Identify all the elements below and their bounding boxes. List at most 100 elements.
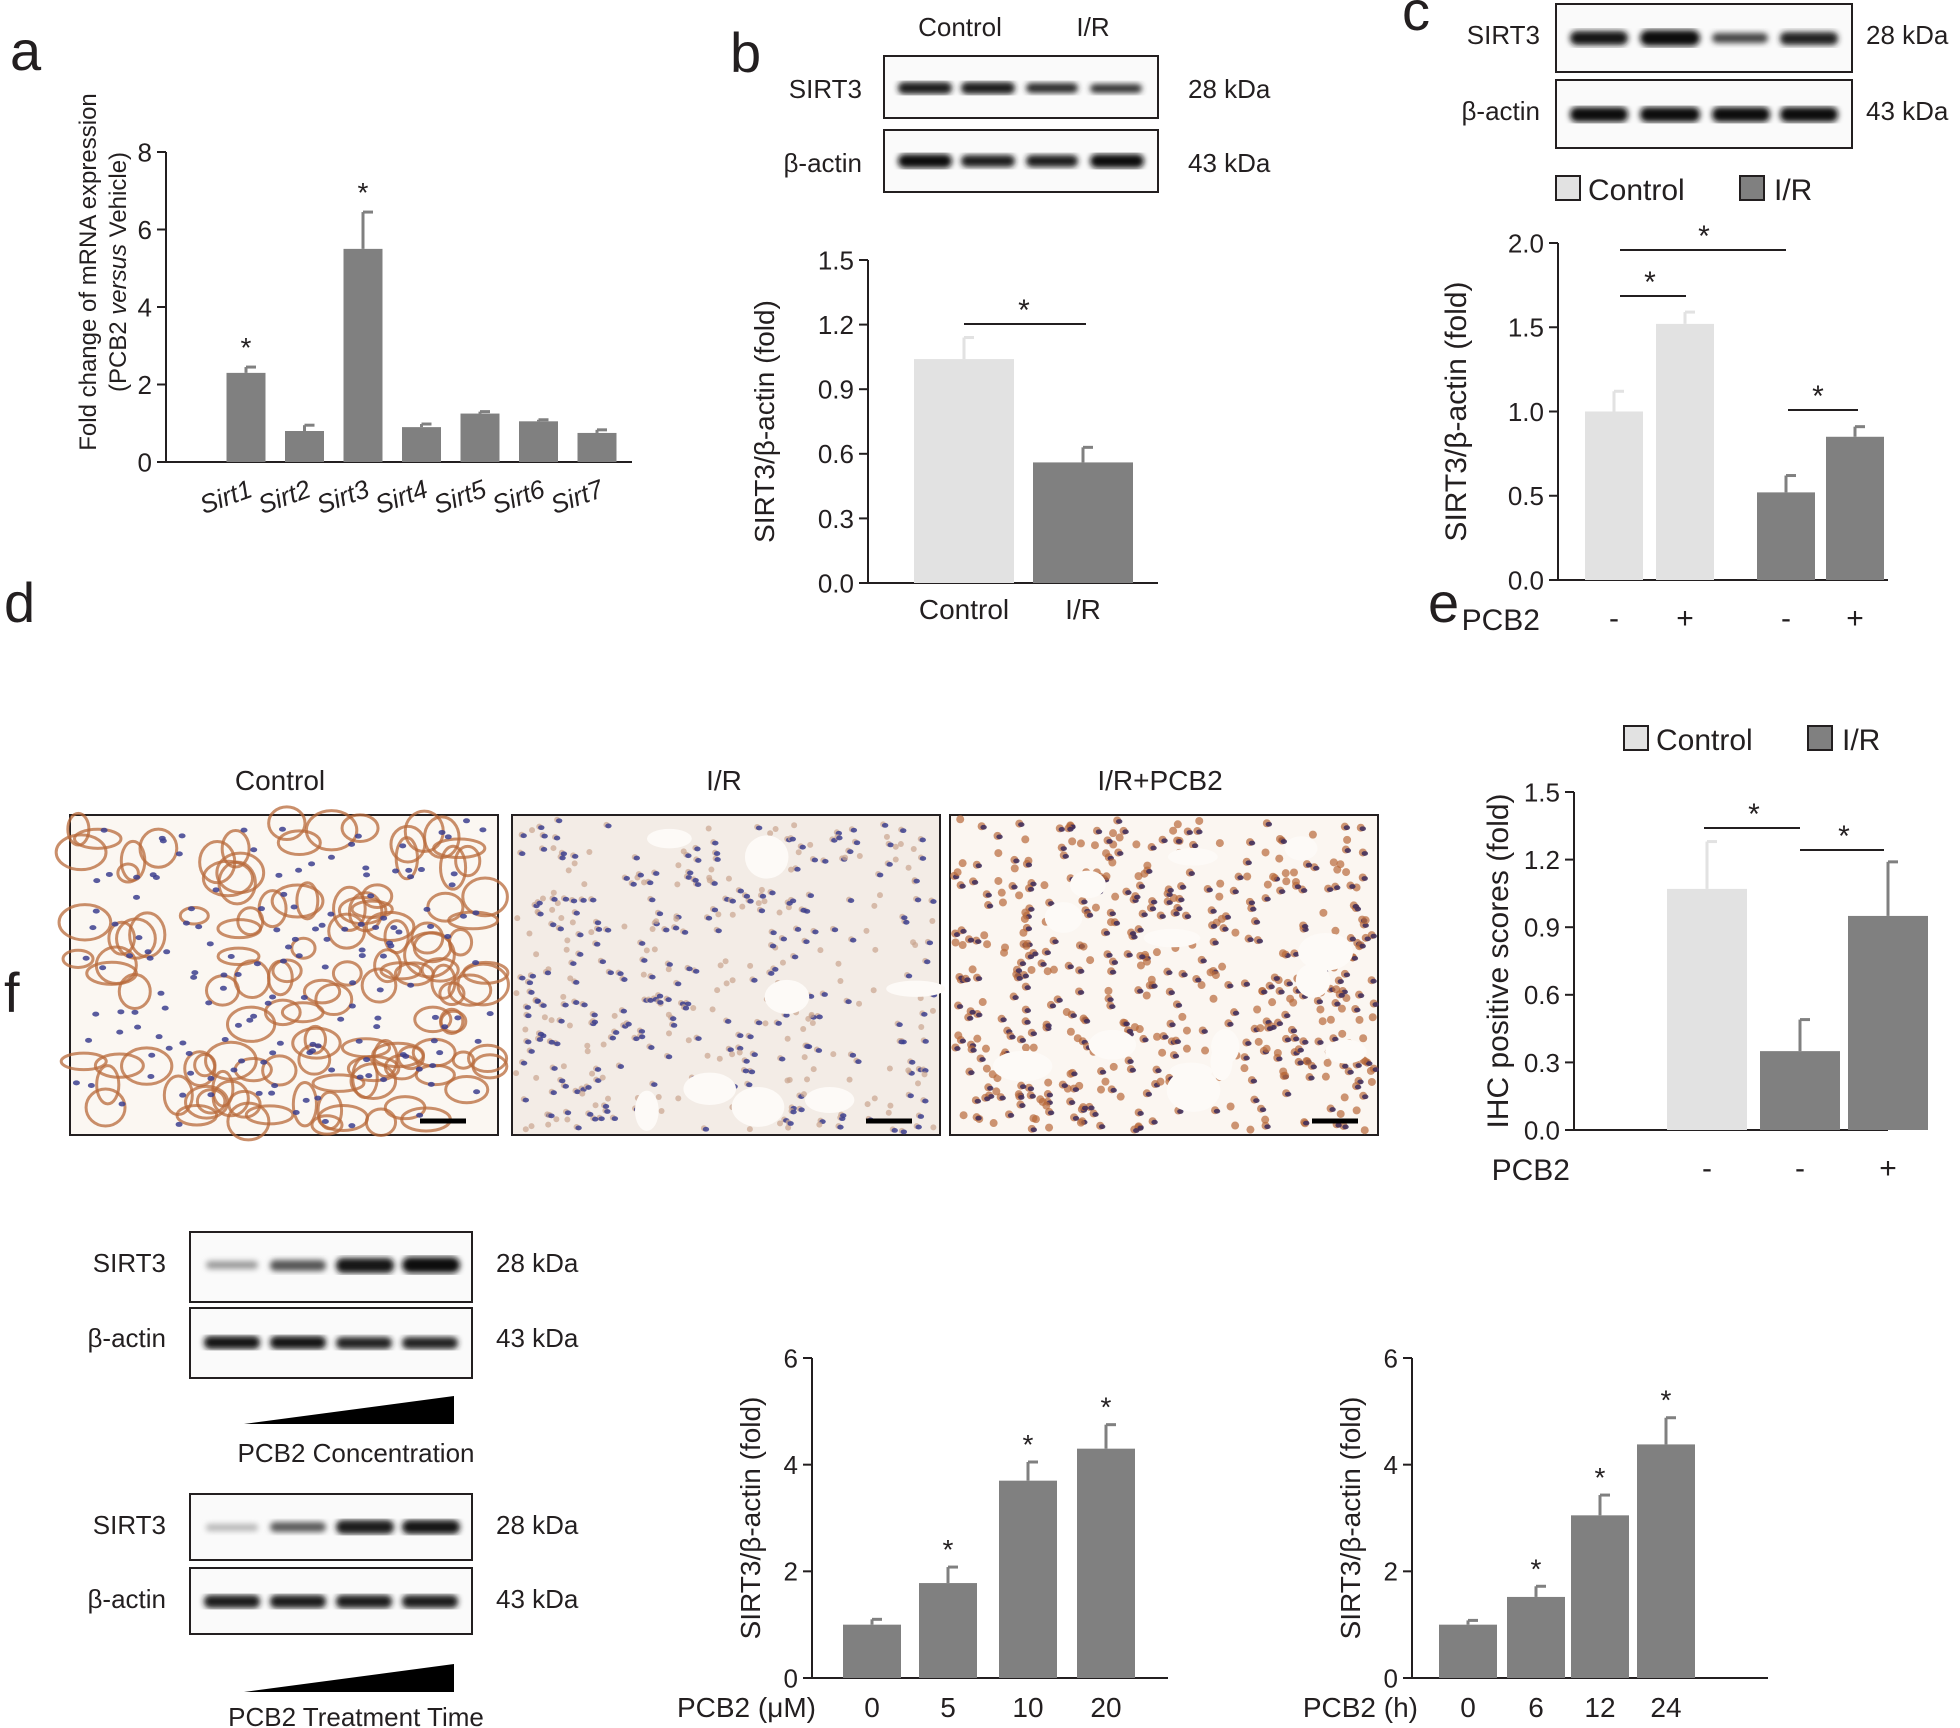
nucleus: [386, 940, 394, 946]
nucleus: [157, 990, 165, 996]
nucleus: [278, 826, 286, 832]
nucleus: [1025, 926, 1033, 932]
tissue-dot: [1217, 914, 1226, 923]
alveolus: [59, 1051, 108, 1072]
nucleus: [1364, 936, 1371, 942]
pcb2-label: PCB2: [1492, 1154, 1570, 1187]
y-tick-label: 0.6: [818, 439, 854, 469]
nucleus: [528, 990, 535, 995]
nucleus: [807, 893, 815, 899]
tissue-dot: [804, 1076, 811, 1083]
tissue-dot: [1019, 928, 1028, 937]
nucleus: [557, 926, 564, 932]
tissue-dot: [588, 929, 595, 936]
x-tick-label: Sirt7: [547, 473, 609, 520]
y-tick-label: 2: [1384, 1557, 1398, 1587]
alveolus: [403, 931, 456, 979]
nucleus: [355, 1038, 363, 1044]
nucleus: [1316, 999, 1324, 1005]
nucleus: [327, 854, 335, 860]
nucleus: [1151, 983, 1158, 989]
nucleus: [653, 871, 660, 876]
nucleus: [1030, 1031, 1038, 1037]
tissue-dot: [1215, 839, 1224, 848]
tissue-dot: [1020, 914, 1029, 923]
nucleus: [1210, 908, 1217, 914]
nucleus: [790, 1109, 797, 1115]
tissue-dot: [513, 1070, 520, 1077]
nucleus: [570, 898, 578, 904]
nucleus: [670, 1022, 678, 1028]
tissue-dot: [1153, 1032, 1162, 1041]
tissue-dot: [1209, 994, 1218, 1003]
tissue-dot: [1197, 981, 1206, 990]
nucleus: [1355, 1063, 1362, 1068]
tissue-dot: [1319, 908, 1328, 917]
nucleus: [746, 1082, 753, 1088]
bar: [1667, 888, 1747, 1130]
nucleus: [1072, 1115, 1080, 1121]
tissue-dot: [729, 977, 736, 984]
nucleus: [985, 892, 992, 898]
nucleus: [392, 868, 400, 874]
tissue-dot: [715, 911, 722, 918]
blot-b-lane-control: Control: [918, 12, 1002, 42]
tissue-dot: [564, 1116, 571, 1123]
tissue-dot: [998, 898, 1007, 907]
tissue-dot: [566, 1022, 573, 1029]
nucleus: [341, 926, 349, 932]
tissue-dot: [886, 1065, 893, 1072]
nucleus: [1344, 848, 1352, 853]
nucleus: [105, 871, 113, 877]
tissue-dot: [1240, 1064, 1249, 1073]
nucleus: [602, 1104, 610, 1109]
nucleus: [594, 920, 602, 926]
nucleus: [1176, 906, 1183, 912]
legend-e-control-swatch: [1623, 725, 1649, 751]
legend-c-control-label: Control: [1588, 174, 1685, 207]
nucleus: [362, 865, 370, 871]
tissue-dot: [800, 1091, 807, 1098]
nucleus: [968, 1070, 975, 1076]
nucleus: [257, 906, 265, 912]
tissue-dot: [1076, 1118, 1085, 1127]
blot-b-lane-ir: I/R: [1076, 12, 1109, 42]
nucleus: [849, 1052, 857, 1058]
nucleus: [1083, 1018, 1091, 1024]
nucleus: [595, 1078, 602, 1084]
nucleus: [553, 835, 561, 841]
alveolus: [314, 982, 354, 1017]
nucleus: [1293, 1036, 1300, 1042]
nucleus: [1133, 1128, 1140, 1133]
nucleus: [976, 1012, 983, 1018]
nucleus: [537, 1031, 545, 1037]
nucleus: [1301, 924, 1309, 929]
nucleus: [152, 874, 160, 880]
y-tick-label: 4: [1384, 1450, 1398, 1480]
nucleus: [191, 970, 199, 976]
blot-c-sirt3-label: SIRT3: [1467, 20, 1540, 50]
nucleus: [486, 1011, 494, 1017]
nucleus: [1370, 933, 1377, 939]
nucleus: [1351, 955, 1359, 961]
nucleus: [901, 915, 908, 921]
nucleus: [685, 875, 693, 880]
tissue-dot: [994, 876, 1003, 885]
nucleus: [581, 1002, 588, 1008]
tissue-dot: [553, 1116, 560, 1123]
tissue-dot: [1340, 1093, 1349, 1102]
tissue-dot: [810, 1066, 817, 1073]
x-tick-label: 5: [940, 1692, 956, 1723]
tissue-dot: [785, 1124, 792, 1131]
nucleus: [292, 1109, 300, 1115]
nucleus: [416, 1112, 424, 1118]
significance-star: *: [1838, 820, 1850, 853]
legend-c-control-swatch: [1555, 175, 1581, 201]
concentration-wedge: [244, 1396, 454, 1424]
nucleus: [975, 1115, 982, 1121]
tissue-dot: [1275, 854, 1284, 863]
tissue-dot: [1021, 835, 1030, 844]
nucleus: [1300, 888, 1308, 893]
nucleus: [1129, 931, 1137, 936]
alveolus: [261, 1054, 298, 1087]
